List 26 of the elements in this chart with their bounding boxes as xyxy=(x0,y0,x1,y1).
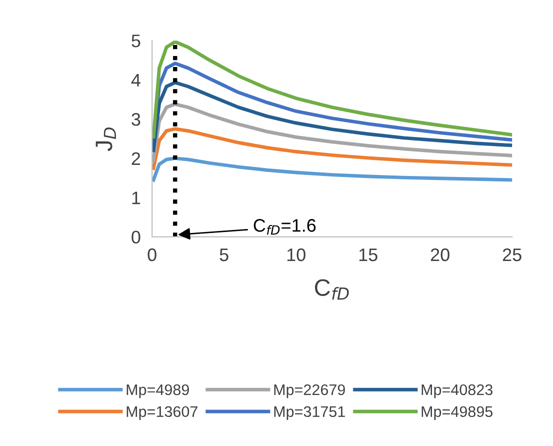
y-tick-label: 5 xyxy=(132,34,140,48)
legend-label: Mp=4989 xyxy=(126,384,189,398)
y-tick-label: 2 xyxy=(132,152,140,165)
x-tick-label: 25 xyxy=(502,248,522,262)
legend-label: Mp=22679 xyxy=(274,384,345,398)
line-series xyxy=(152,156,512,182)
legend-label: Mp=31751 xyxy=(274,406,345,420)
x-tick-label: 0 xyxy=(148,248,156,262)
legend-label: Mp=40823 xyxy=(422,384,492,398)
line-series xyxy=(152,80,512,152)
x-tick-label: 15 xyxy=(359,248,378,262)
x-axis-title: C$_{fD}$ xyxy=(314,279,349,300)
y-tick-label: 4 xyxy=(131,74,140,86)
y-tick-label: 0 xyxy=(132,230,140,244)
x-tick-label: 20 xyxy=(430,248,450,262)
ref-line-label: C$_{fD}$=1.6 xyxy=(254,219,316,235)
x-tick-label: 5 xyxy=(220,248,228,262)
line-series xyxy=(152,102,512,162)
line-series xyxy=(152,127,512,170)
y-tick-label: 1 xyxy=(132,192,140,204)
legend-label: Mp=49895 xyxy=(422,406,493,420)
legend-label: Mp=13607 xyxy=(126,406,198,420)
x-tick-label: 10 xyxy=(287,248,306,262)
y-axis-title: J$_{D}$ xyxy=(96,127,116,152)
line-series xyxy=(152,40,512,138)
y-tick-label: 3 xyxy=(132,113,140,126)
